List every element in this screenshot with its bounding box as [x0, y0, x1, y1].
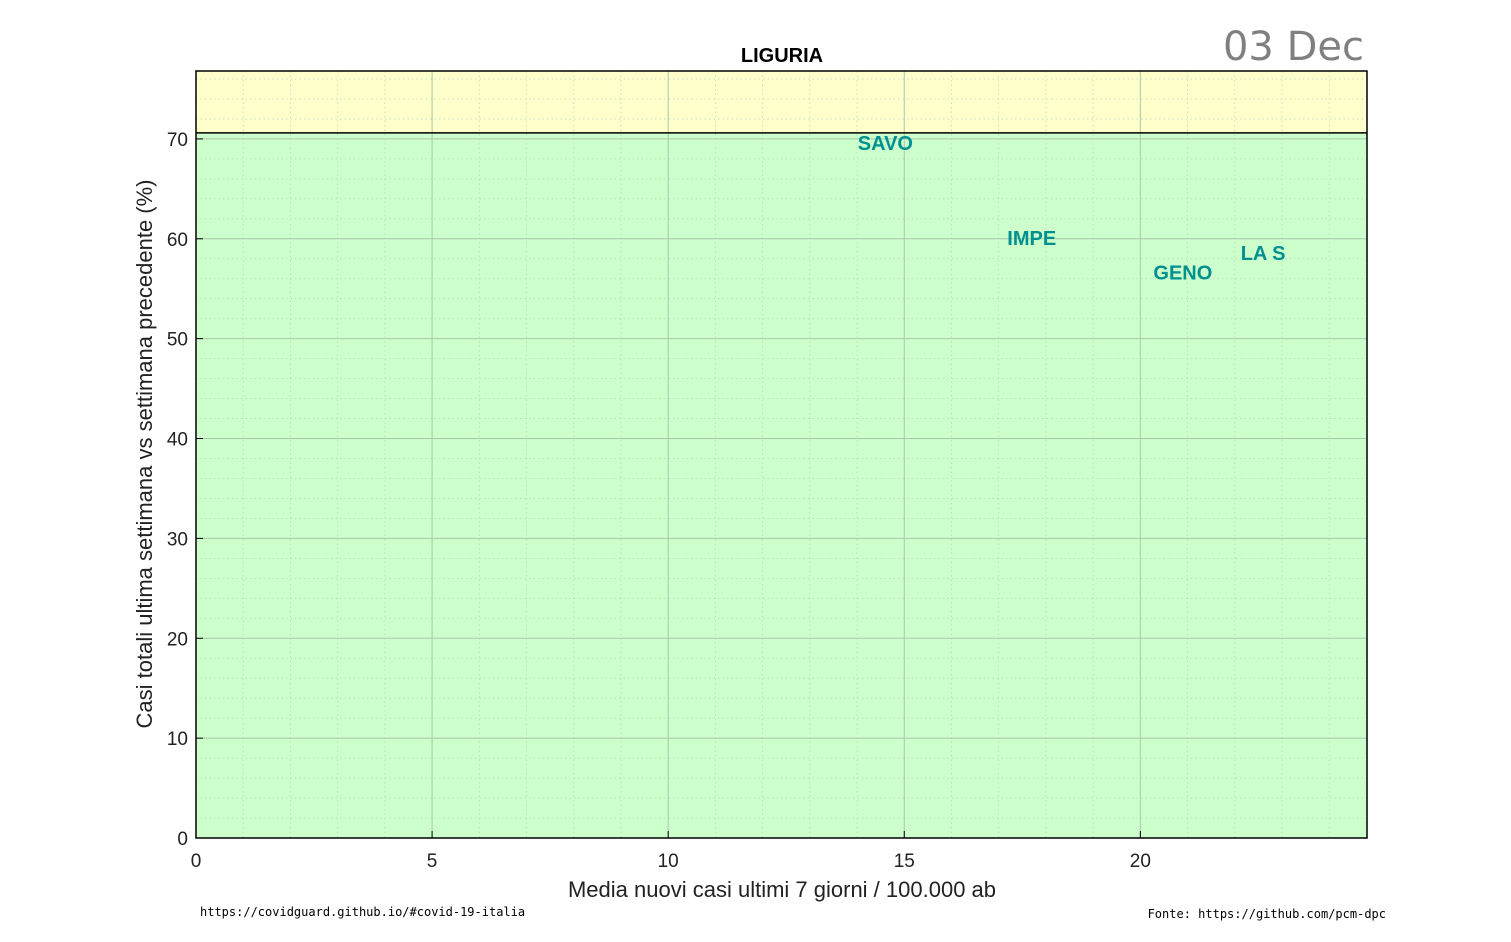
footer-source-link[interactable]: https://covidguard.github.io/#covid-19-i…: [200, 905, 525, 919]
point-label: LA S: [1241, 243, 1286, 265]
y-axis-label: Casi totali ultima settimana vs settiman…: [132, 179, 157, 728]
grid-major: [196, 71, 1367, 838]
chart-title: LIGURIA: [741, 45, 823, 67]
grid-minor: [196, 71, 1367, 838]
x-axis-ticks: 0 5 10 15 20: [191, 831, 1151, 872]
x-tick-label: 10: [658, 851, 679, 872]
date-label: 03 Dec: [1223, 24, 1364, 70]
footer-credit: Fonte: https://github.com/pcm-dpc: [1148, 907, 1386, 921]
point-labels: SAVO IMPE GENO LA S: [858, 133, 1286, 285]
x-tick-label: 0: [191, 851, 202, 872]
zone-low: [196, 132, 1367, 839]
y-tick-label: 50: [167, 330, 188, 351]
y-tick-label: 10: [167, 729, 188, 750]
zone-high: [196, 71, 1367, 133]
x-tick-label: 5: [427, 851, 438, 872]
y-tick-label: 60: [167, 230, 188, 251]
point-label: GENO: [1153, 263, 1212, 285]
y-tick-label: 70: [167, 130, 188, 151]
y-tick-label: 20: [167, 629, 188, 650]
y-axis-ticks: 0 10 20 30 40 50 60 70: [167, 130, 203, 850]
point-label: SAVO: [858, 133, 913, 155]
x-axis-label: Media nuovi casi ultimi 7 giorni / 100.0…: [568, 877, 996, 902]
x-tick-label: 20: [1130, 851, 1151, 872]
plot-frame: [195, 70, 1368, 839]
y-tick-label: 40: [167, 430, 188, 451]
x-tick-label: 15: [894, 851, 915, 872]
point-label: IMPE: [1007, 228, 1056, 250]
y-tick-label: 30: [167, 529, 188, 550]
y-tick-label: 0: [177, 829, 188, 850]
